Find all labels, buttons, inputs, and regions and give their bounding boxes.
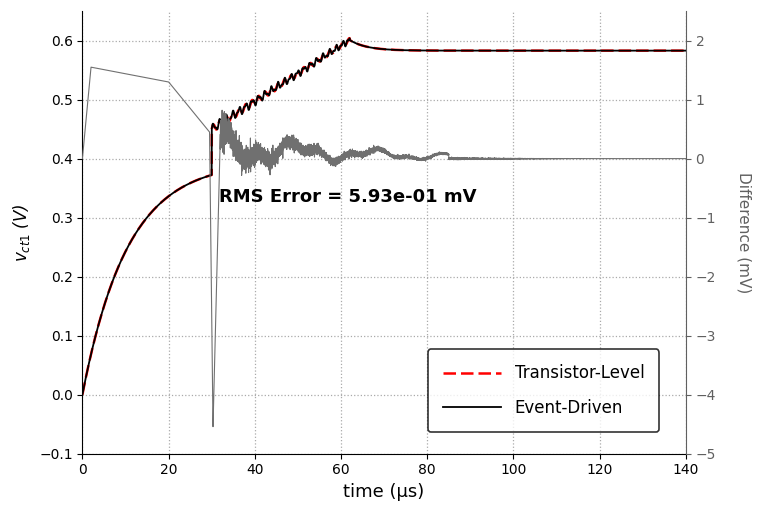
Transistor-Level — [345, 35, 354, 41]
Event-Driven — [623, 48, 632, 54]
Legend: Transistor-Level, Event-Driven: Transistor-Level, Event-Driven — [428, 349, 659, 432]
Event-Driven — [214, 120, 224, 126]
Text: RMS Error = 5.93e-01 mV: RMS Error = 5.93e-01 mV — [219, 188, 477, 206]
Line: Transistor-Level: Transistor-Level — [82, 38, 686, 395]
Line: Event-Driven: Event-Driven — [82, 38, 686, 395]
Transistor-Level — [305, 60, 314, 67]
Event-Driven — [173, 187, 182, 193]
X-axis label: time (μs): time (μs) — [343, 483, 425, 501]
Transistor-Level — [681, 48, 691, 54]
Event-Driven — [78, 392, 87, 398]
Transistor-Level — [78, 392, 87, 398]
Transistor-Level — [173, 187, 182, 193]
Event-Driven — [345, 35, 354, 41]
Event-Driven — [681, 48, 691, 54]
Y-axis label: $v_{ct1}$ (V): $v_{ct1}$ (V) — [11, 203, 32, 262]
Transistor-Level — [623, 48, 632, 54]
Event-Driven — [215, 116, 224, 122]
Transistor-Level — [214, 120, 224, 126]
Transistor-Level — [218, 122, 227, 129]
Event-Driven — [218, 120, 227, 126]
Transistor-Level — [215, 117, 224, 123]
Event-Driven — [305, 60, 314, 66]
Y-axis label: Difference (mV): Difference (mV) — [737, 172, 752, 293]
